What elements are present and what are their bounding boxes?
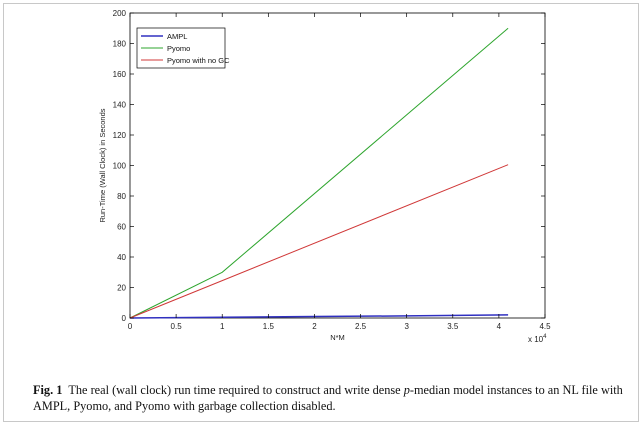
y-tick-label: 60	[117, 223, 126, 232]
caption-text-2: -median model instances to an NL file wi…	[33, 383, 623, 413]
y-tick-label: 40	[117, 253, 126, 262]
x-tick-label: 2.5	[355, 322, 367, 331]
figure-frame	[3, 3, 639, 422]
x-multiplier-base: x 10	[528, 335, 544, 344]
x-tick-label: 4	[497, 322, 502, 331]
y-tick-label: 80	[117, 192, 126, 201]
axes-layer: 0 0.5 1 1.5 2 2.5 3 3.5 4 4.5 0 20 40 60 80 100 120 140 16…	[113, 9, 551, 331]
y-tick-label: 140	[113, 101, 127, 110]
line-chart: 0 0.5 1 1.5 2 2.5 3 3.5 4 4.5 0 20 40 60 80 100 120 140 16…	[98, 9, 551, 344]
y-tick-label: 100	[113, 162, 127, 171]
caption-italic-p: p	[403, 383, 410, 397]
x-tick-label: 0	[128, 322, 133, 331]
y-axis-label: Run-Time (Wall Clock) in Seconds	[98, 108, 107, 222]
x-tick-label: 3.5	[447, 322, 459, 331]
legend-entry: Pyomo	[167, 44, 190, 53]
x-tick-label: 2	[312, 322, 317, 331]
y-tick-label: 0	[122, 314, 127, 323]
y-tick-label: 180	[113, 40, 127, 49]
x-tick-label: 1	[220, 322, 225, 331]
figure-caption: Fig. 1 The real (wall clock) run time req…	[33, 382, 623, 414]
y-tick-label: 200	[113, 9, 127, 18]
x-tick-label: 3	[404, 322, 409, 331]
series-line-pyomo	[129, 27, 509, 319]
caption-text-1: The real (wall clock) run time required …	[68, 383, 404, 397]
legend-entry: Pyomo with no GC	[167, 56, 230, 65]
x-tick-label: 1.5	[263, 322, 275, 331]
x-axis-multiplier: x 104	[528, 334, 547, 344]
y-tick-label: 120	[113, 131, 127, 140]
x-axis-label: N*M	[330, 333, 345, 342]
series-line-pyomo-with-no-gc	[129, 164, 509, 319]
y-tick-label: 20	[117, 284, 126, 293]
x-tick-label: 4.5	[539, 322, 551, 331]
legend-entry: AMPL	[167, 32, 187, 41]
figure-label: Fig. 1	[33, 383, 63, 397]
y-tick-label: 160	[113, 70, 127, 79]
x-multiplier-exponent: 4	[543, 334, 547, 340]
x-tick-label: 0.5	[171, 322, 183, 331]
legend: AMPL Pyomo Pyomo with no GC	[136, 27, 230, 69]
